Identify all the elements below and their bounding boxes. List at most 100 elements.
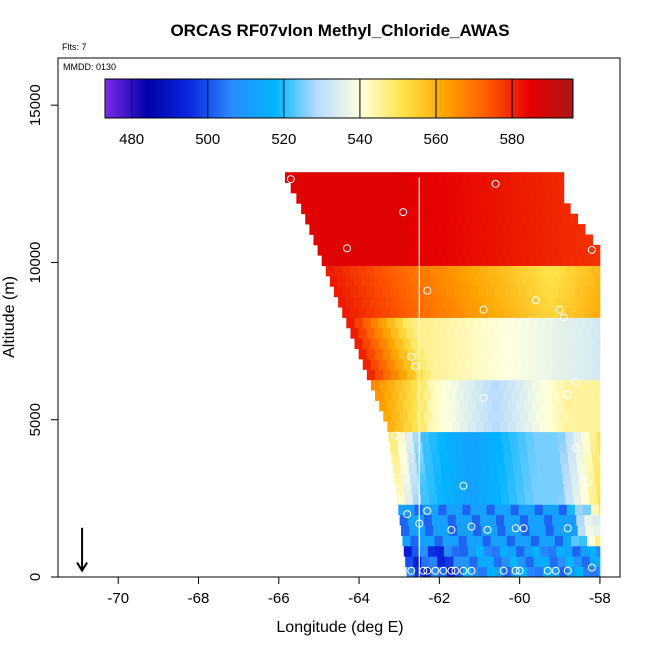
heatmap-cell (412, 493, 422, 505)
heatmap-cell (560, 514, 569, 526)
heatmap-cell (511, 348, 520, 360)
heatmap-cell (567, 348, 576, 360)
heatmap-cell (507, 421, 517, 433)
heatmap-cell (541, 172, 551, 183)
heatmap-cell (419, 379, 428, 391)
heatmap-cell (414, 265, 423, 277)
heatmap-cell (426, 255, 435, 266)
heatmap-cell (470, 327, 480, 339)
heatmap-cell (487, 348, 496, 360)
heatmap-cell (398, 369, 408, 381)
heatmap-cell (455, 514, 465, 526)
heatmap-cell (341, 203, 350, 215)
heatmap-cell (434, 255, 443, 266)
heatmap-cell (373, 172, 382, 183)
heatmap-cell (475, 483, 485, 495)
heatmap-cell (437, 172, 446, 183)
heatmap-cell (349, 265, 359, 277)
heatmap-cell (491, 421, 501, 433)
heatmap-cell (382, 286, 391, 298)
heatmap-cell (471, 410, 480, 422)
heatmap-cell (450, 275, 459, 287)
heatmap-cell (595, 296, 601, 308)
heatmap-cell (426, 296, 435, 308)
heatmap-cell (445, 203, 455, 215)
heatmap-cell (555, 338, 564, 350)
heatmap-cell (365, 172, 374, 183)
heatmap-cell (452, 431, 462, 443)
heatmap-cell (424, 192, 434, 204)
sample-point (483, 525, 492, 534)
heatmap-cell (401, 525, 410, 536)
sample-point (467, 566, 476, 575)
heatmap-cell (403, 545, 413, 557)
heatmap-cell (589, 493, 599, 505)
heatmap-cell (400, 192, 410, 204)
heatmap-cell (547, 400, 557, 412)
heatmap-cell (462, 348, 472, 360)
heatmap-cell (557, 556, 567, 568)
sample-point (343, 244, 352, 253)
heatmap-cell (438, 286, 447, 298)
heatmap-cell (576, 514, 585, 526)
heatmap-cell (567, 369, 576, 381)
heatmap-cell (534, 307, 544, 318)
heatmap-cell (411, 182, 420, 194)
heatmap-cell (591, 369, 601, 381)
heatmap-cell (422, 348, 432, 360)
heatmap-cell (404, 493, 414, 505)
heatmap-cell (527, 369, 536, 381)
heatmap-cell (446, 327, 456, 339)
heatmap-cell (445, 172, 455, 183)
heatmap-cell (427, 400, 436, 412)
heatmap-cell (465, 213, 475, 225)
heatmap-cell (396, 431, 406, 443)
heatmap-cell (482, 473, 491, 484)
heatmap-cell (385, 234, 395, 246)
heatmap-cell (413, 556, 422, 568)
heatmap-cell (495, 452, 505, 464)
heatmap-cell (535, 410, 545, 422)
heatmap-cell (477, 172, 487, 183)
heatmap-cell (362, 338, 371, 350)
heatmap-cell (554, 535, 564, 547)
heatmap-cell (382, 369, 392, 381)
heatmap-cell (428, 431, 438, 443)
heatmap-cell (390, 369, 400, 381)
heatmap-cell (456, 462, 466, 474)
heatmap-cell (506, 535, 516, 547)
heatmap-cell (478, 566, 488, 577)
heatmap-cell (421, 556, 430, 568)
heatmap-cell (525, 493, 534, 505)
heatmap-cell (563, 421, 573, 433)
heatmap-cell (411, 545, 421, 557)
heatmap-cell (447, 390, 456, 401)
heatmap-cell (566, 265, 576, 277)
heatmap-cell (402, 338, 412, 350)
heatmap-cell (384, 192, 394, 204)
heatmap-cell (502, 504, 512, 516)
heatmap-cell (400, 462, 410, 474)
heatmap-cell (313, 213, 322, 225)
heatmap-cell (443, 400, 452, 412)
heatmap-cell (535, 369, 544, 381)
heatmap-cell (599, 307, 601, 318)
heatmap-cell (575, 390, 585, 401)
heatmap-cell (568, 514, 577, 526)
heatmap-cell (454, 327, 464, 339)
heatmap-cell (451, 483, 461, 495)
heatmap-cell (524, 545, 533, 557)
heatmap-cell (493, 493, 502, 505)
heatmap-cell (566, 203, 571, 215)
heatmap-cell (470, 244, 479, 256)
heatmap-cell (538, 213, 547, 225)
heatmap-cell (594, 275, 601, 287)
heatmap-cell (406, 307, 415, 318)
x-tick-label: -66 (268, 590, 290, 607)
heatmap-cell (457, 234, 467, 246)
heatmap-cell (358, 348, 368, 360)
heatmap-cell (590, 442, 600, 453)
heatmap-cell (320, 192, 329, 204)
heatmap-cell (576, 452, 585, 464)
heatmap-cell (583, 390, 593, 401)
